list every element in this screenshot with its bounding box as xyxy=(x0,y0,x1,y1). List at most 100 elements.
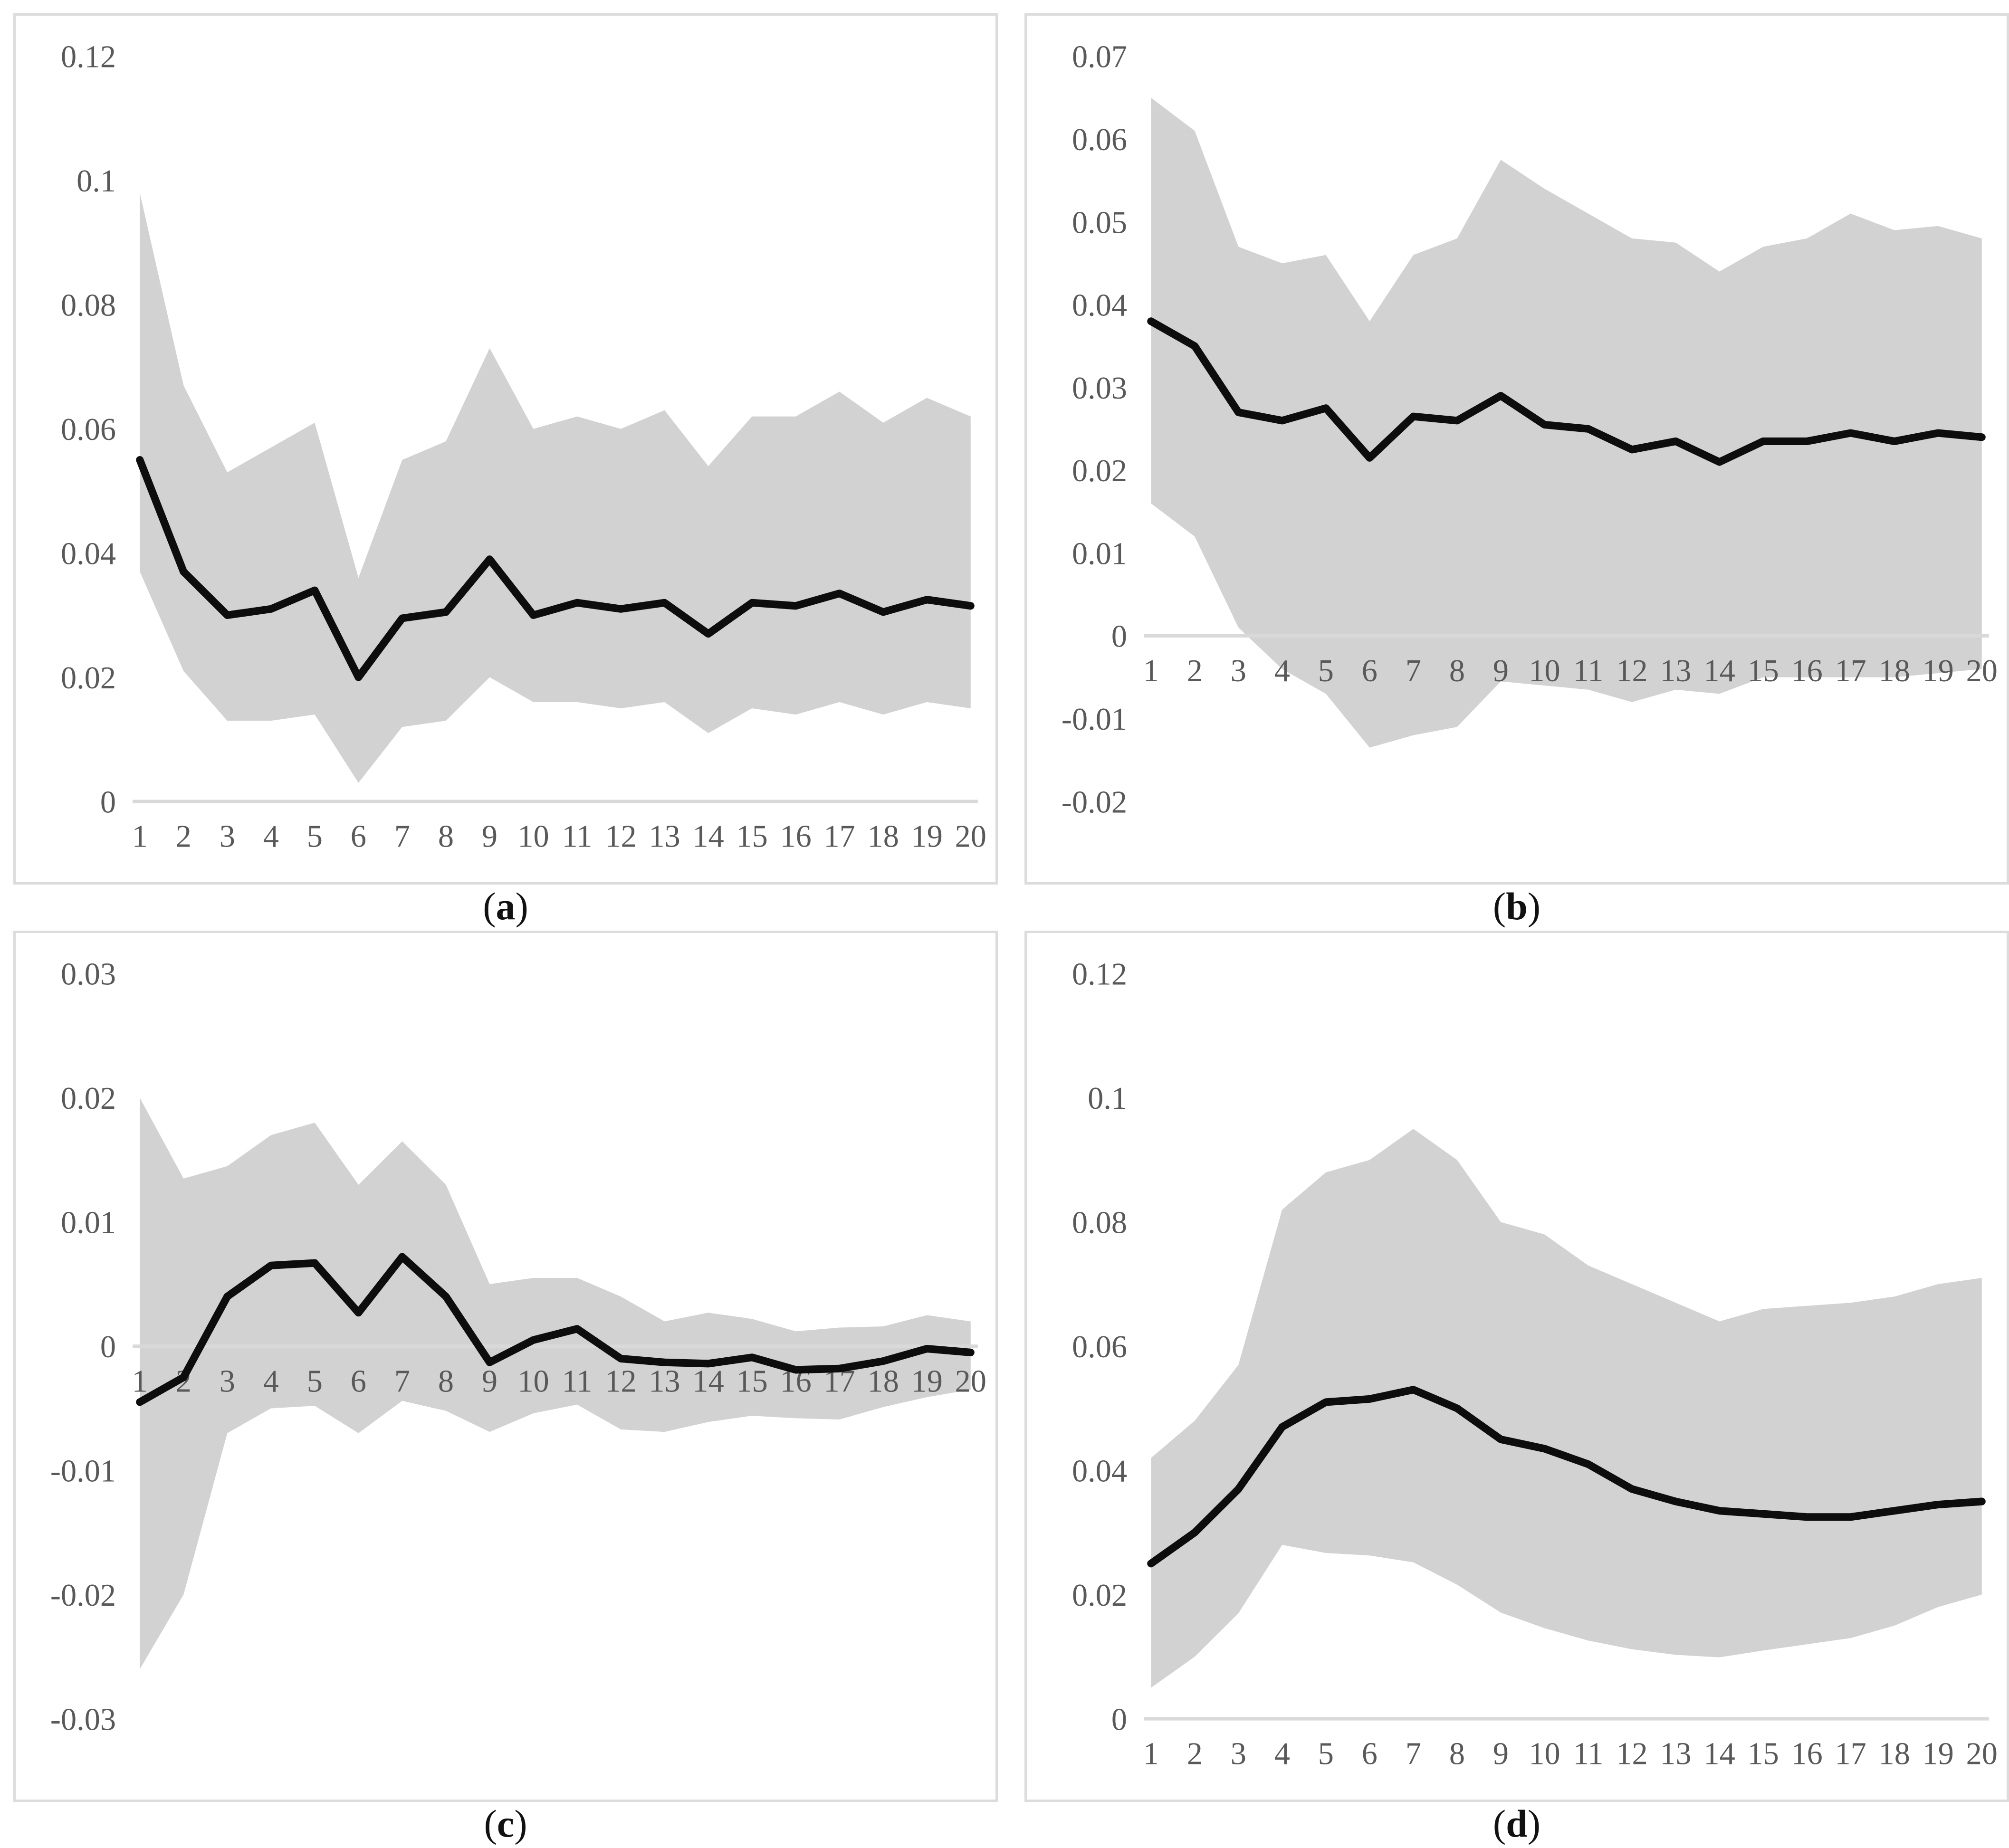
x-tick-label-c: 10 xyxy=(517,1364,549,1399)
caption-d: (d) xyxy=(1024,1802,2009,1846)
x-tick-label-a: 17 xyxy=(824,819,855,854)
chart-panel-c: 0.03 0.02 0.01 0 -0.01 -0.02 -0.03 1 2 3 4 5 6 7 8 9 10 1… xyxy=(13,931,998,1802)
x-tick-label-b: 13 xyxy=(1660,654,1691,688)
x-tick-label-c: 18 xyxy=(868,1364,899,1399)
x-tick-label-c: 7 xyxy=(394,1364,410,1399)
caption-a: (a) xyxy=(13,885,998,928)
confidence-band-c xyxy=(140,1097,971,1669)
irf-chart-c: 0.03 0.02 0.01 0 -0.01 -0.02 -0.03 1 2 3 4 5 6 7 8 9 10 1… xyxy=(50,957,986,1737)
x-tick-label-c: 6 xyxy=(351,1364,366,1399)
y-tick-label-c: 0 xyxy=(100,1330,116,1364)
caption-d-open: ( xyxy=(1492,1802,1506,1845)
chart-panel-a: 0.12 0.1 0.08 0.06 0.04 0.02 0 1 2 3 4 5 6 7 8 9 10 11 12 1… xyxy=(13,13,998,885)
x-tick-label-d: 8 xyxy=(1449,1737,1465,1772)
x-tick-label-d: 5 xyxy=(1318,1737,1334,1772)
x-tick-label-a: 15 xyxy=(736,819,767,854)
caption-b: (b) xyxy=(1024,885,2009,928)
y-tick-label-d: 0.06 xyxy=(1072,1330,1127,1364)
x-tick-label-a: 12 xyxy=(605,819,636,854)
x-tick-label-d: 11 xyxy=(1573,1737,1604,1772)
x-tick-label-d: 13 xyxy=(1660,1737,1691,1772)
x-tick-label-b: 2 xyxy=(1187,654,1203,688)
x-tick-label-a: 3 xyxy=(220,819,235,854)
x-tick-label-d: 7 xyxy=(1406,1737,1421,1772)
x-tick-label-b: 5 xyxy=(1318,654,1334,688)
y-tick-label-a: 0.06 xyxy=(61,412,116,447)
confidence-band-d xyxy=(1151,1129,1982,1688)
y-tick-label-a: 0.08 xyxy=(61,288,116,323)
y-tick-label-b: 0.02 xyxy=(1072,454,1127,488)
x-tick-label-a: 1 xyxy=(132,819,148,854)
x-tick-label-d: 14 xyxy=(1703,1737,1735,1772)
x-tick-label-d: 3 xyxy=(1231,1737,1246,1772)
y-tick-label-c: -0.03 xyxy=(50,1702,116,1737)
x-tick-label-d: 15 xyxy=(1747,1737,1779,1772)
y-tick-label-d: 0.04 xyxy=(1072,1454,1127,1488)
caption-a-close: ) xyxy=(515,885,528,928)
x-tick-label-c: 12 xyxy=(605,1364,636,1399)
y-tick-label-a: 0.12 xyxy=(61,40,116,75)
y-tick-label-b: -0.02 xyxy=(1062,785,1127,819)
x-tick-label-c: 19 xyxy=(911,1364,943,1399)
y-tick-label-b: 0.04 xyxy=(1072,288,1127,323)
confidence-band-b xyxy=(1151,97,1982,748)
x-tick-label-b: 16 xyxy=(1791,654,1822,688)
x-tick-label-d: 1 xyxy=(1143,1737,1159,1772)
caption-d-letter: d xyxy=(1506,1802,1528,1845)
caption-c-open: ( xyxy=(484,1802,497,1845)
x-tick-label-c: 14 xyxy=(692,1364,724,1399)
y-tick-label-d: 0.1 xyxy=(1088,1081,1127,1116)
x-tick-label-b: 6 xyxy=(1362,654,1378,688)
caption-c-close: ) xyxy=(514,1802,527,1845)
x-tick-label-a: 4 xyxy=(263,819,279,854)
y-tick-label-b: 0.05 xyxy=(1072,205,1127,240)
y-tick-label-b: 0.03 xyxy=(1072,371,1127,406)
x-tick-label-b: 18 xyxy=(1879,654,1910,688)
x-tick-label-d: 10 xyxy=(1529,1737,1560,1772)
y-tick-label-d: 0.08 xyxy=(1072,1206,1127,1240)
x-tick-label-d: 17 xyxy=(1835,1737,1866,1772)
y-tick-label-b: 0.07 xyxy=(1072,40,1127,75)
confidence-band-a xyxy=(140,193,971,783)
chart-panel-d: 0.12 0.1 0.08 0.06 0.04 0.02 0 1 2 3 4 5 6 7 8 9 10 11 12 1… xyxy=(1024,931,2009,1802)
x-tick-label-d: 19 xyxy=(1923,1737,1954,1772)
y-tick-label-b: 0.06 xyxy=(1072,123,1127,157)
x-tick-label-c: 20 xyxy=(955,1364,986,1399)
y-tick-label-a: 0.02 xyxy=(61,661,116,695)
y-tick-label-b: 0.01 xyxy=(1072,536,1127,571)
x-tick-label-b: 12 xyxy=(1616,654,1647,688)
irf-line-a xyxy=(136,456,975,681)
x-tick-label-a: 11 xyxy=(562,819,593,854)
x-tick-label-b: 3 xyxy=(1231,654,1246,688)
x-tick-label-b: 8 xyxy=(1449,654,1465,688)
x-tick-label-a: 19 xyxy=(911,819,943,854)
x-tick-label-d: 2 xyxy=(1187,1737,1203,1772)
x-tick-label-d: 20 xyxy=(1966,1737,1998,1772)
x-tick-label-a: 7 xyxy=(394,819,410,854)
cell-c: 0.03 0.02 0.01 0 -0.01 -0.02 -0.03 1 2 3 4 5 6 7 8 9 10 1… xyxy=(13,931,998,1848)
x-tick-label-a: 2 xyxy=(176,819,191,854)
y-tick-label-c: -0.01 xyxy=(50,1454,116,1488)
x-tick-label-d: 6 xyxy=(1362,1737,1378,1772)
x-tick-label-a: 13 xyxy=(649,819,680,854)
cell-b: 0.07 0.06 0.05 0.04 0.03 0.02 0.01 0 -0.01 -0.02 1… xyxy=(1024,13,2009,931)
x-tick-label-c: 13 xyxy=(649,1364,680,1399)
x-tick-label-b: 15 xyxy=(1747,654,1779,688)
x-tick-label-a: 5 xyxy=(307,819,323,854)
x-tick-label-c: 15 xyxy=(736,1364,767,1399)
x-tick-label-a: 9 xyxy=(482,819,497,854)
x-tick-label-a: 18 xyxy=(868,819,899,854)
y-tick-label-a: 0.04 xyxy=(61,536,116,571)
y-tick-label-d: 0.12 xyxy=(1072,957,1127,992)
x-tick-label-d: 12 xyxy=(1616,1737,1647,1772)
x-tick-label-d: 18 xyxy=(1879,1737,1910,1772)
y-tick-label-c: 0.03 xyxy=(61,957,116,992)
x-tick-label-b: 9 xyxy=(1493,654,1509,688)
irf-line-d xyxy=(1147,1386,1986,1568)
cell-d: 0.12 0.1 0.08 0.06 0.04 0.02 0 1 2 3 4 5 6 7 8 9 10 11 12 1… xyxy=(1024,931,2009,1848)
x-tick-label-c: 5 xyxy=(307,1364,323,1399)
x-tick-label-c: 4 xyxy=(263,1364,279,1399)
y-tick-label-b: 0 xyxy=(1111,619,1127,654)
x-tick-label-c: 3 xyxy=(220,1364,235,1399)
